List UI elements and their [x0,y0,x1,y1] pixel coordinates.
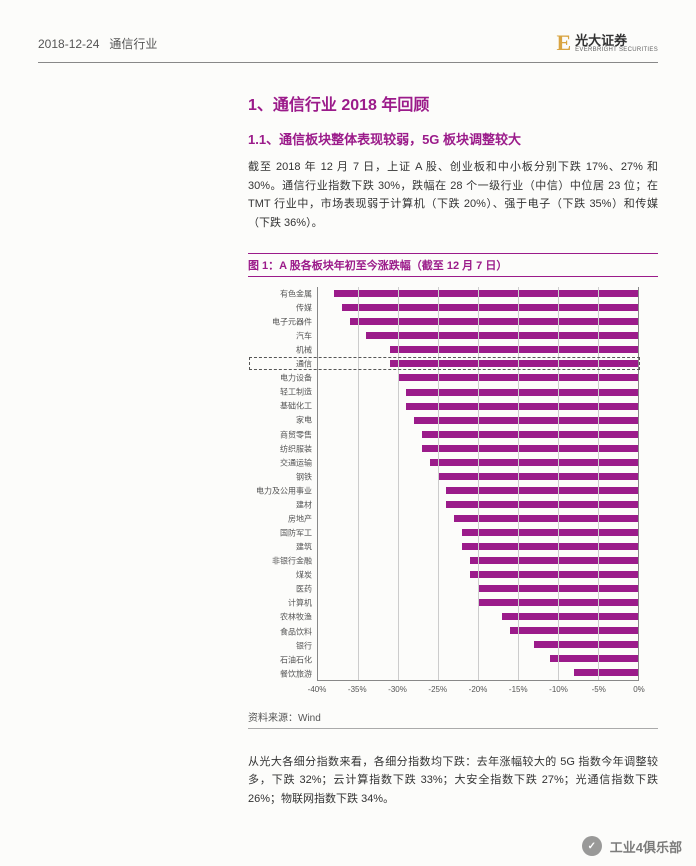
figure-1-title: 图 1：A 股各板块年初至今涨跌幅（截至 12 月 7 日） [248,257,658,273]
x-tick-label: 0% [633,685,645,694]
y-tick-label: 汽车 [296,331,312,342]
y-tick-label: 煤炭 [296,570,312,581]
x-tick-label: -25% [428,685,447,694]
bar [350,318,638,325]
x-axis-labels: -40%-35%-30%-25%-20%-15%-10%-5%0% [317,685,639,699]
y-tick-label: 国防军工 [280,528,312,539]
y-tick-label: 电力及公用事业 [256,485,312,496]
bar [446,501,638,508]
gridline [358,287,359,680]
bar [406,389,638,396]
gridline [478,287,479,680]
y-tick-label: 计算机 [288,598,312,609]
y-tick-label: 有色金属 [280,288,312,299]
y-tick-label: 商贸零售 [280,429,312,440]
bar [462,529,638,536]
heading-1-1: 1.1、通信板块整体表现较弱，5G 板块调整较大 [248,129,658,148]
y-tick-label: 房地产 [288,513,312,524]
header-logo: E 光大证券 EVERBRIGHT SECURITIES [556,30,658,56]
bar [454,515,638,522]
y-tick-label: 通信 [296,359,312,370]
gridline [558,287,559,680]
bar [342,304,638,311]
wechat-icon: ✓ [582,836,602,856]
plot-area [317,287,639,681]
gridline [398,287,399,680]
bar [406,403,638,410]
bar [446,487,638,494]
bar [390,360,638,367]
y-tick-label: 餐饮旅游 [280,668,312,679]
bar [414,417,638,424]
content-column: 1、通信行业 2018 年回顾 1.1、通信板块整体表现较弱，5G 板块调整较大… [38,91,658,809]
wechat-watermark: ✓ 工业4俱乐部 [582,836,682,856]
wechat-text: 工业4俱乐部 [610,837,682,856]
paragraph-1: 截至 2018 年 12 月 7 日，上证 A 股、创业板和中小板分别下跌 17… [248,158,658,233]
x-tick-label: -30% [388,685,407,694]
y-tick-label: 交通运输 [280,457,312,468]
x-tick-label: -10% [549,685,568,694]
y-tick-label: 钢铁 [296,471,312,482]
bar [502,613,638,620]
page-header: 2018-12-24 通信行业 E 光大证券 EVERBRIGHT SECURI… [38,30,658,63]
bar [438,473,638,480]
y-tick-label: 基础化工 [280,401,312,412]
gridline [518,287,519,680]
header-date: 2018-12-24 [38,37,99,51]
logo-en: EVERBRIGHT SECURITIES [575,47,658,53]
y-tick-label: 石油石化 [280,654,312,665]
bar [422,445,638,452]
y-tick-label: 电力设备 [280,373,312,384]
y-tick-label: 建筑 [296,542,312,553]
y-tick-label: 机械 [296,345,312,356]
y-tick-label: 农林牧渔 [280,612,312,623]
y-tick-label: 银行 [296,640,312,651]
bar [534,641,638,648]
bar [470,557,638,564]
bar [470,571,638,578]
y-tick-label: 纺织服装 [280,443,312,454]
logo-icon: E [556,30,571,56]
header-meta: 2018-12-24 通信行业 [38,35,157,52]
bar [390,346,638,353]
header-section: 通信行业 [109,37,157,51]
bar [510,627,638,634]
y-tick-label: 食品饮料 [280,626,312,637]
bar [422,431,638,438]
bar [462,543,638,550]
y-tick-label: 轻工制造 [280,387,312,398]
logo-cn: 光大证券 [575,34,658,47]
bar [334,290,638,297]
y-tick-label: 电子元器件 [272,316,312,327]
figure-1-title-wrap: 图 1：A 股各板块年初至今涨跌幅（截至 12 月 7 日） [248,253,658,277]
x-tick-label: -15% [509,685,528,694]
y-tick-label: 医药 [296,584,312,595]
y-tick-label: 非银行金融 [272,556,312,567]
y-tick-label: 传媒 [296,302,312,313]
x-tick-label: -5% [592,685,606,694]
x-tick-label: -40% [308,685,327,694]
heading-1: 1、通信行业 2018 年回顾 [248,91,658,115]
y-axis-labels: 有色金属传媒电子元器件汽车机械通信电力设备轻工制造基础化工家电商贸零售纺织服装交… [248,287,314,681]
y-tick-label: 建材 [296,499,312,510]
gridline [598,287,599,680]
gridline [438,287,439,680]
bar [574,669,638,676]
bar [430,459,638,466]
page: 2018-12-24 通信行业 E 光大证券 EVERBRIGHT SECURI… [0,0,696,866]
x-tick-label: -35% [348,685,367,694]
y-tick-label: 家电 [296,415,312,426]
figure-1-source: 资料来源：Wind [248,705,658,729]
figure-1-chart: 有色金属传媒电子元器件汽车机械通信电力设备轻工制造基础化工家电商贸零售纺织服装交… [248,283,643,703]
paragraph-2: 从光大各细分指数来看，各细分指数均下跌：去年涨幅较大的 5G 指数今年调整较多，… [248,753,658,809]
x-tick-label: -20% [469,685,488,694]
bar [550,655,638,662]
